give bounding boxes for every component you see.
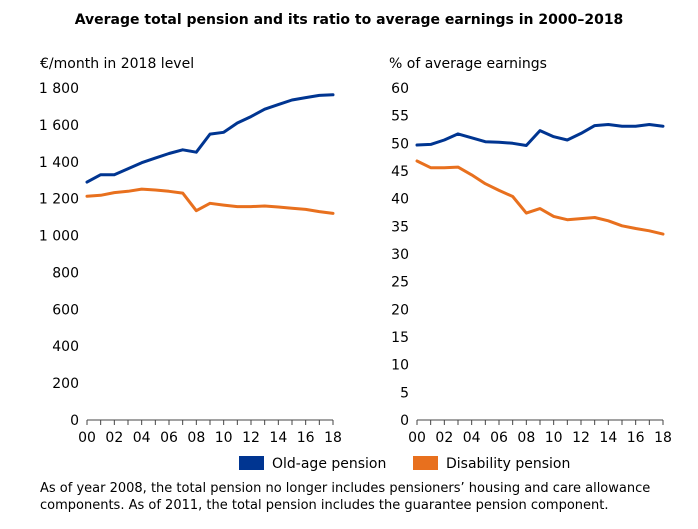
y-tick-label: 50 xyxy=(391,136,409,152)
footnote: As of year 2008, the total pension no lo… xyxy=(40,481,651,513)
x-tick-label: 12 xyxy=(242,430,260,446)
x-tick-label: 00 xyxy=(408,430,426,446)
y-tick-label: 25 xyxy=(391,275,409,291)
y-tick-label: 35 xyxy=(391,219,409,235)
x-tick-label: 16 xyxy=(297,430,315,446)
y-tick-label: 1 600 xyxy=(39,118,79,134)
y-tick-label: 600 xyxy=(52,302,79,318)
x-tick-label: 04 xyxy=(463,430,481,446)
series-line-disability xyxy=(415,159,665,236)
y-tick-label: 10 xyxy=(391,358,409,374)
x-tick-label: 06 xyxy=(160,430,178,446)
y-tick-label: 45 xyxy=(391,164,409,180)
y-tick-label: 1 200 xyxy=(39,192,79,208)
y-tick-label: 20 xyxy=(391,302,409,318)
chart-legend: Old-age pension Disability pension xyxy=(239,456,570,472)
y-tick-label: 200 xyxy=(52,376,79,392)
x-tick-label: 16 xyxy=(627,430,645,446)
legend-label-disability: Disability pension xyxy=(446,456,570,472)
y-tick-label: 30 xyxy=(391,247,409,263)
x-tick-label: 02 xyxy=(105,430,123,446)
x-tick-label: 02 xyxy=(435,430,453,446)
x-tick-label: 14 xyxy=(269,430,287,446)
series-line-old-age xyxy=(85,93,335,184)
series-line-old-age xyxy=(415,123,665,147)
y-tick-label: 0 xyxy=(400,413,409,429)
x-tick-label: 12 xyxy=(572,430,590,446)
y-tick-label: 1 800 xyxy=(39,81,79,97)
x-tick-label: 14 xyxy=(599,430,617,446)
y-tick-label: 5 xyxy=(400,385,409,401)
y-tick-label: 55 xyxy=(391,109,409,125)
legend-swatch-old-age xyxy=(239,456,264,470)
legend-swatch-disability xyxy=(413,456,438,470)
x-tick-label: 08 xyxy=(187,430,205,446)
y-tick-label: 1 400 xyxy=(39,155,79,171)
y-axis-label: % of average earnings xyxy=(389,56,547,72)
y-tick-label: 40 xyxy=(391,192,409,208)
x-tick-label: 18 xyxy=(324,430,342,446)
y-tick-label: 15 xyxy=(391,330,409,346)
series-line-disability xyxy=(85,187,335,215)
x-tick-label: 18 xyxy=(654,430,672,446)
y-tick-label: 800 xyxy=(52,265,79,281)
x-tick-label: 10 xyxy=(545,430,563,446)
x-tick-label: 10 xyxy=(215,430,233,446)
x-tick-label: 06 xyxy=(490,430,508,446)
pension-ratio-chart: % of average earnings 0 5 10 15 20 25 30 35 40 45 5… xyxy=(389,56,672,446)
chart-title: Average total pension and its ratio to a… xyxy=(74,12,624,28)
x-tick-label: 04 xyxy=(133,430,151,446)
y-tick-label: 1 000 xyxy=(39,229,79,245)
x-tick-label: 08 xyxy=(517,430,535,446)
x-tick-label: 00 xyxy=(78,430,96,446)
y-axis-label: €/month in 2018 level xyxy=(40,56,194,72)
y-tick-label: 400 xyxy=(52,339,79,355)
legend-label-old-age: Old-age pension xyxy=(272,456,386,472)
y-tick-label: 60 xyxy=(391,81,409,97)
y-tick-label: 0 xyxy=(70,413,79,429)
